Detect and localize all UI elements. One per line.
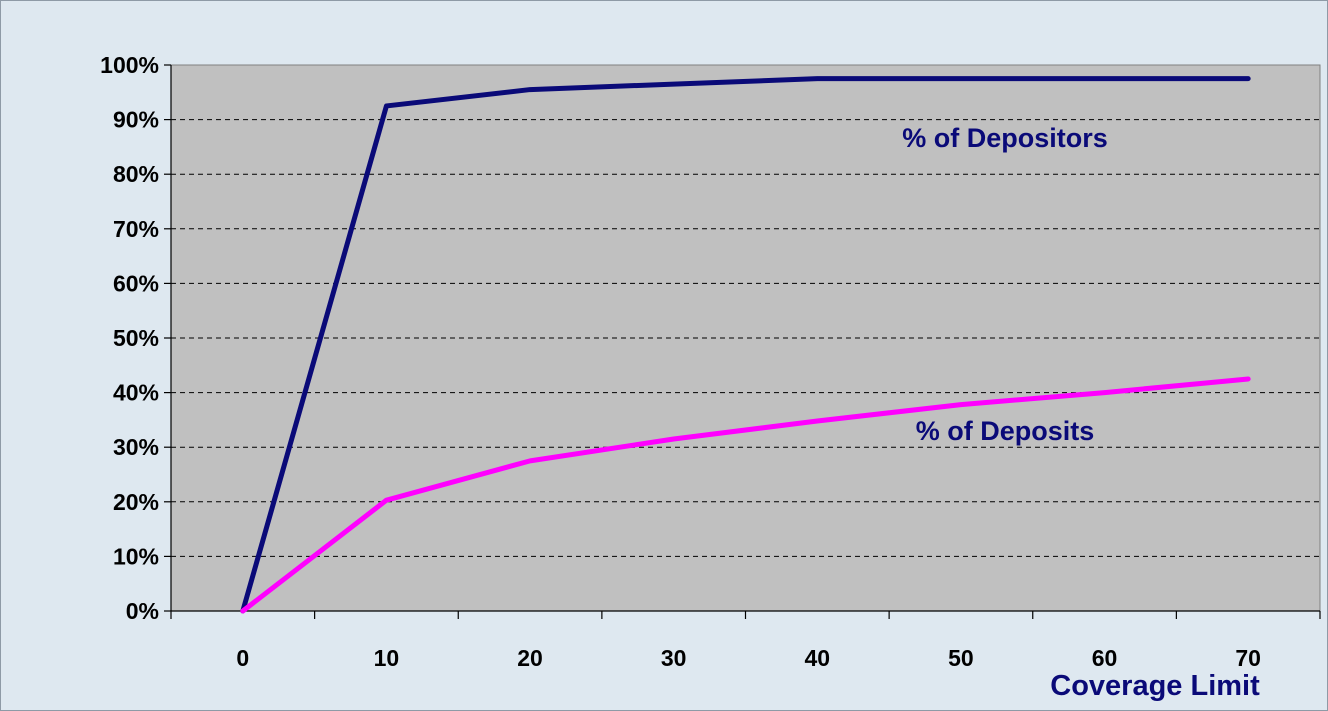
- y-tick-label: 30%: [113, 434, 159, 460]
- series-label-deposits: % of Deposits: [916, 416, 1095, 446]
- y-tick-label: 0%: [126, 598, 159, 624]
- y-tick-label: 50%: [113, 325, 159, 351]
- series-line-depositors: [240, 76, 1251, 614]
- y-tick-label: 40%: [113, 380, 159, 406]
- axes: [164, 64, 1321, 619]
- series-label-depositors: % of Depositors: [902, 123, 1108, 153]
- x-tick-label: 10: [374, 645, 400, 671]
- x-tick-label: 20: [517, 645, 543, 671]
- x-tick-label: 30: [661, 645, 687, 671]
- x-tick-label: 50: [948, 645, 974, 671]
- x-tick-label: 60: [1092, 645, 1118, 671]
- grid-lines: [171, 119, 1320, 557]
- series-lines: [240, 76, 1251, 614]
- series-line-deposits: [240, 376, 1251, 614]
- x-tick-label: 70: [1235, 645, 1261, 671]
- y-tick-label: 10%: [113, 543, 159, 569]
- x-tick-labels: 0 10 20 30 40 50 60 70: [236, 645, 1261, 671]
- y-tick-label: 20%: [113, 489, 159, 515]
- y-tick-labels: 0% 10% 20% 30% 40% 50% 60% 70% 80% 90% 100%: [100, 52, 159, 624]
- y-tick-label: 100%: [100, 52, 159, 78]
- y-tick-label: 80%: [113, 161, 159, 187]
- y-tick-label: 90%: [113, 107, 159, 133]
- y-tick-label: 70%: [113, 216, 159, 242]
- x-tick-label: 0: [236, 645, 249, 671]
- x-axis-title: Coverage Limit: [1050, 670, 1260, 702]
- x-tick-label: 40: [805, 645, 831, 671]
- y-tick-label: 60%: [113, 270, 159, 296]
